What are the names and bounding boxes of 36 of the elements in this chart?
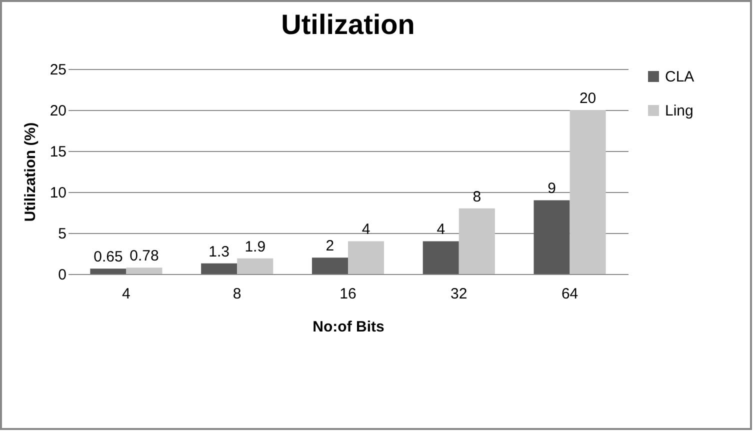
x-tick-label: 16	[340, 286, 356, 302]
data-label: 1.9	[244, 238, 266, 256]
data-label: 0.78	[130, 248, 159, 265]
y-axis-title: Utilization (%)	[22, 122, 39, 222]
legend-label: CLA	[665, 68, 694, 86]
bar	[534, 200, 570, 274]
chart-title: Utilization	[281, 9, 415, 40]
y-tick-label: 20	[50, 102, 66, 120]
data-label: 9	[548, 180, 556, 198]
data-label: 20	[579, 90, 596, 107]
y-tick-label: 25	[50, 62, 66, 78]
bar	[126, 268, 162, 274]
bar	[458, 208, 495, 274]
x-tick-label: 64	[561, 286, 578, 302]
y-tick-label: 5	[58, 226, 66, 242]
bar	[570, 110, 606, 274]
y-tick-label: 0	[58, 266, 66, 284]
data-label: 4	[362, 221, 370, 238]
bar	[90, 268, 126, 274]
data-label: 4	[436, 221, 446, 238]
x-tick-label: 8	[232, 286, 242, 302]
data-label: 2	[326, 238, 334, 255]
y-tick-label: 15	[50, 144, 66, 160]
bar	[201, 263, 238, 274]
legend-label: Ling	[665, 102, 694, 120]
bar	[237, 258, 274, 274]
x-axis-title: No:of Bits	[312, 318, 384, 336]
data-label: 0.65	[94, 248, 123, 266]
data-label: 1.3	[208, 243, 230, 260]
bar	[348, 241, 384, 274]
y-tick-label: 10	[50, 184, 66, 202]
x-tick-label: 4	[122, 286, 130, 302]
data-label: 8	[472, 188, 482, 206]
bar	[312, 258, 348, 274]
x-tick-label: 32	[450, 286, 468, 302]
bar	[422, 241, 459, 274]
